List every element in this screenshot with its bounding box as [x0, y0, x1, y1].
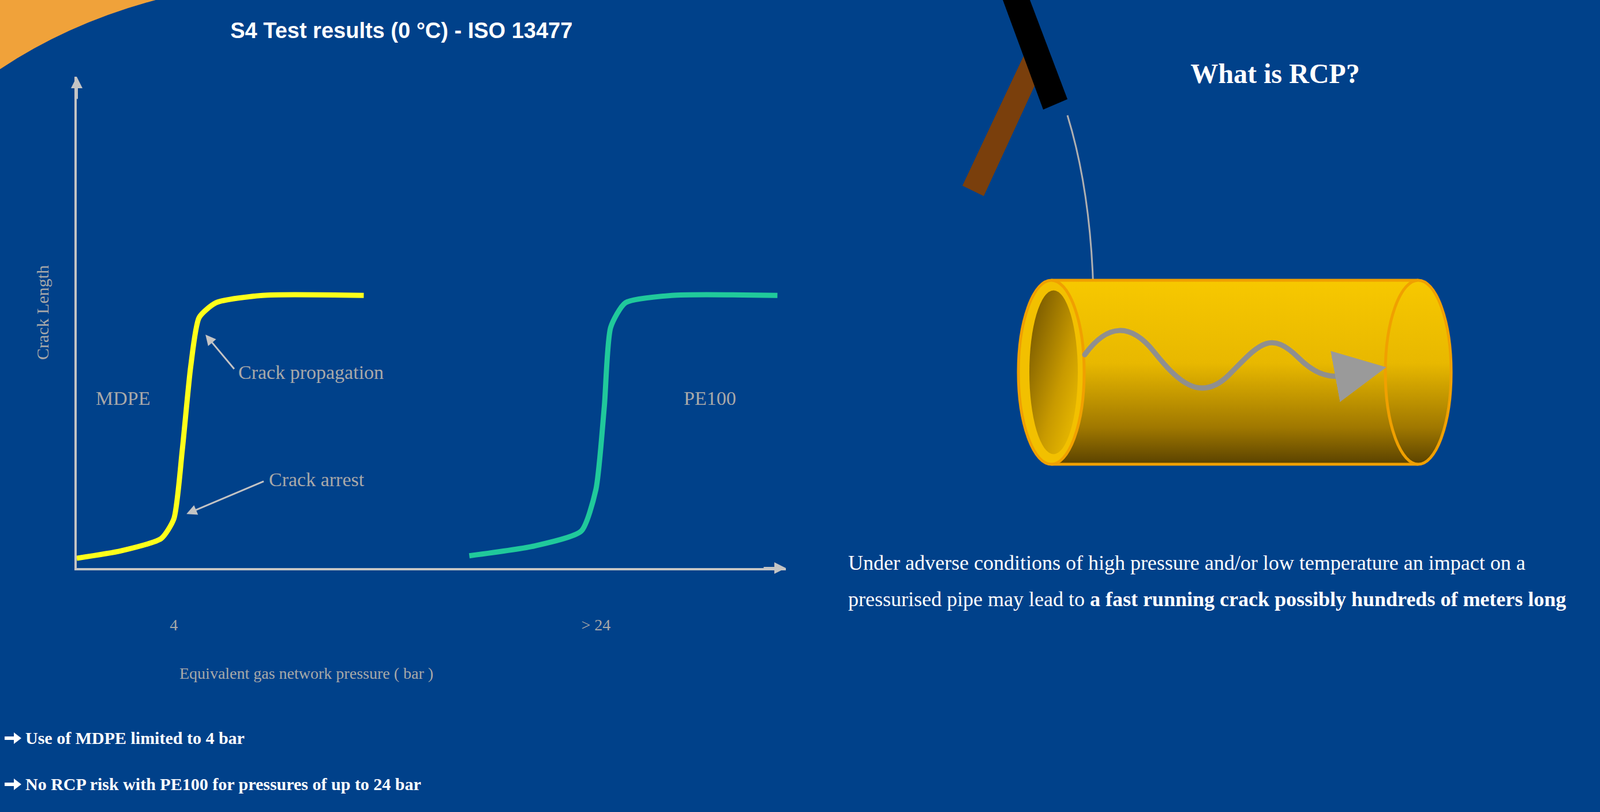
svg-text:Equivalent gas network pressur: Equivalent gas network pressure ( bar ): [179, 664, 434, 683]
svg-text:S4 Test results (0 °C) - ISO 1: S4 Test results (0 °C) - ISO 13477: [230, 18, 573, 43]
svg-text:Crack propagation: Crack propagation: [238, 361, 384, 384]
svg-text:Crack arrest: Crack arrest: [268, 469, 365, 491]
svg-text:> 24: > 24: [581, 616, 611, 635]
svg-text:MDPE: MDPE: [95, 387, 151, 410]
html-text:No RCP risk with PE100 for pre: No RCP risk with PE100 for pressures of …: [25, 774, 422, 794]
html-text:Use of MDPE limited to 4 bar: Use of MDPE limited to 4 bar: [25, 728, 245, 748]
html-text:Under adverse conditions of hi: Under adverse conditions of high pressur…: [848, 551, 1567, 612]
svg-text:PE100: PE100: [683, 387, 737, 410]
svg-text:Crack Length: Crack Length: [32, 265, 52, 361]
svg-text:4: 4: [169, 616, 178, 635]
html-text:What is RCP?: What is RCP?: [1190, 58, 1360, 89]
